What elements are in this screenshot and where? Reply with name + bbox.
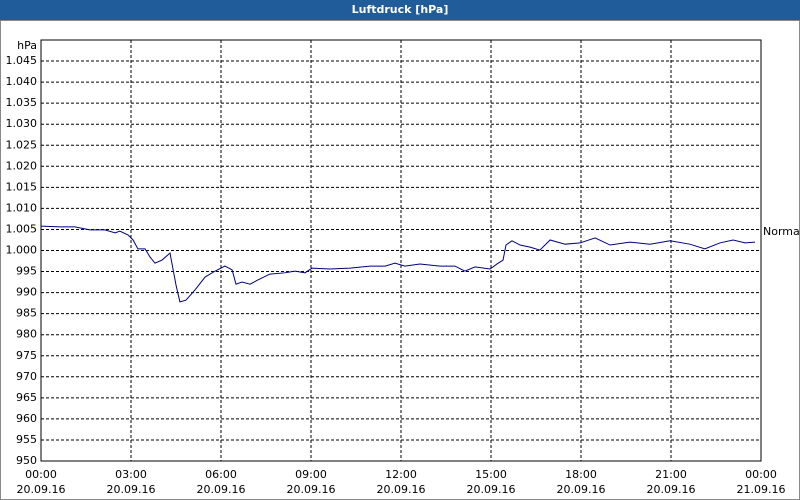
- y-tick-label: 1.030: [6, 117, 38, 130]
- x-tick-label: 03:00 20.09.16: [106, 468, 156, 496]
- data-line: [40, 225, 756, 303]
- window-border: [0, 20, 800, 500]
- y-tick-label: 995: [16, 265, 37, 278]
- x-tick-label: 12:00 20.09.16: [376, 468, 426, 496]
- x-tick-label: 00:00 21.09.16: [736, 468, 786, 496]
- y-axis-label: hPa: [17, 39, 37, 52]
- y-tick-label: 1.020: [6, 159, 38, 172]
- y-tick-label: 1.040: [6, 75, 38, 88]
- x-tick-label: 00:00 20.09.16: [16, 468, 66, 496]
- y-tick-label: 990: [16, 286, 37, 299]
- y-tick-label: 970: [16, 370, 37, 383]
- x-tick-label: 06:00 20.09.16: [196, 468, 246, 496]
- y-tick-label: 975: [16, 349, 37, 362]
- annotation: Normal: [763, 225, 800, 238]
- y-tick-label: 950: [16, 454, 37, 467]
- y-tick-label: 1.015: [6, 180, 38, 193]
- y-tick-label: 965: [16, 391, 37, 404]
- y-tick-label: 955: [16, 433, 37, 446]
- y-tick-label: 1.005: [6, 222, 38, 235]
- x-tick-label: 09:00 20.09.16: [286, 468, 336, 496]
- y-tick-label: 980: [16, 328, 37, 341]
- y-tick-label: 1.010: [6, 201, 38, 214]
- y-tick-label: 985: [16, 307, 37, 320]
- y-tick-label: 1.045: [6, 54, 38, 67]
- y-tick-label: 1.035: [6, 96, 38, 109]
- y-tick-label: 1.025: [6, 138, 38, 151]
- y-tick-label: 960: [16, 412, 37, 425]
- plot-border: [40, 39, 762, 462]
- x-tick-label: 21:00 20.09.16: [646, 468, 696, 496]
- chart-title: Luftdruck [hPa]: [0, 0, 800, 20]
- x-tick-label: 18:00 20.09.16: [556, 468, 606, 496]
- y-tick-label: 1.000: [6, 244, 38, 257]
- x-tick-label: 15:00 20.09.16: [466, 468, 516, 496]
